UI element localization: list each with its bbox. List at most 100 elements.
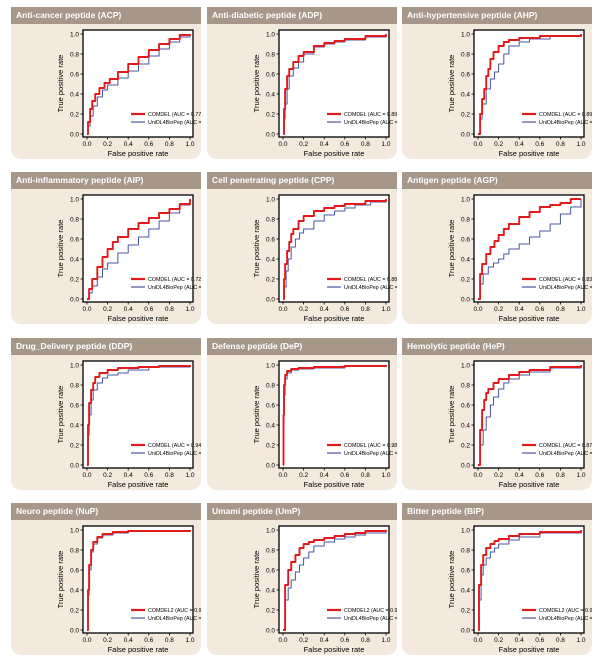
series-line-comdel [478,530,582,631]
plot-area [83,361,193,468]
series-line-unidl4biopep [478,199,582,300]
panel-title: Drug_Delivery peptide (DDP) [11,338,201,355]
legend-label: UniDL4BioPep (AUC = 0.830) [539,451,592,457]
x-tick-label: 0.8 [165,472,174,479]
y-tick-label: 0.2 [461,442,470,449]
legend-label: COMDEL (AUC = 0.774) [148,112,201,118]
x-axis-label: False positive rate [304,645,365,654]
x-tick-label: 0.6 [144,472,153,479]
x-tick-label: 0.4 [515,472,524,479]
y-tick-label: 0.0 [266,296,275,303]
y-tick-label: 0.2 [266,607,275,614]
y-tick-label: 0.6 [461,71,470,78]
plot-frame [82,360,194,469]
y-tick-label: 0.6 [461,402,470,409]
x-tick-label: 0.0 [82,472,91,479]
y-tick-label: 0.2 [266,276,275,283]
y-axis-label: True positive rate [56,386,65,444]
roc-chart: 0.0 0.2 0.4 0.6 0.8 1.0 0.0 0.2 0.4 0.6 0.8 1.0 Fals… [252,194,397,323]
x-tick-label: 0.0 [82,306,91,313]
y-tick-label: 0.4 [266,91,275,98]
x-tick-label: 0.2 [103,141,112,148]
legend-label: UniDL4BioPep (AUC = 0.870) [539,120,592,126]
legend-label: UniDL4BioPep (AUC = 0.965) [148,616,201,622]
x-tick-label: 0.2 [103,637,112,644]
panel-title: Neuro peptide (NuP) [11,503,201,520]
roc-chart: 0.0 0.2 0.4 0.6 0.8 1.0 0.0 0.2 0.4 0.6 0.8 1.0 Fals… [56,194,201,323]
series-line-unidl4biopep [283,530,387,631]
y-tick-label: 0.4 [70,256,79,263]
legend-label: UniDL4BioPep (AUC = 0.908) [539,616,592,622]
x-axis-label: False positive rate [499,480,560,489]
y-axis-label: True positive rate [447,55,456,113]
x-tick-label: 0.6 [340,637,349,644]
legend-label: COMDEL (AUC = 0.899) [539,112,592,118]
plot-frame [278,29,390,138]
y-tick-label: 0.0 [70,462,79,469]
y-tick-label: 1.0 [461,196,470,203]
series-line-comdel [478,365,582,466]
x-tick-label: 0.4 [320,472,329,479]
y-tick-label: 0.8 [461,547,470,554]
roc-panel: Hemolytic peptide (HeP) 0.0 0.2 0.4 0.6 0.8 1.… [402,338,592,490]
y-tick-label: 1.0 [70,31,79,38]
x-tick-label: 0.0 [82,141,91,148]
plot-area [474,361,584,468]
y-tick-label: 0.8 [70,382,79,389]
roc-chart: 0.0 0.2 0.4 0.6 0.8 1.0 0.0 0.2 0.4 0.6 0.8 1.0 Fals… [447,360,592,489]
y-tick-label: 0.8 [70,51,79,58]
y-tick-label: 0.4 [461,256,470,263]
legend-label: COMDEL (AUC = 0.875) [539,443,592,449]
series-line-comdel [478,198,581,300]
y-tick-label: 0.0 [461,296,470,303]
series-line-comdel [283,530,387,631]
y-tick-label: 0.0 [461,131,470,138]
y-tick-label: 1.0 [461,31,470,38]
y-tick-label: 0.8 [461,51,470,58]
panel-title: Umami peptide (UmP) [207,503,397,520]
x-tick-label: 0.4 [124,637,133,644]
x-tick-label: 0.6 [535,141,544,148]
y-tick-label: 0.0 [266,131,275,138]
series-line-comdel [283,199,387,300]
x-tick-label: 1.0 [576,306,585,313]
x-tick-label: 0.4 [515,306,524,313]
y-tick-label: 0.2 [266,111,275,118]
y-tick-label: 0.4 [461,91,470,98]
y-tick-label: 0.8 [70,547,79,554]
x-axis-label: False positive rate [499,645,560,654]
y-tick-label: 0.8 [266,216,275,223]
x-axis-label: False positive rate [108,314,169,323]
x-tick-label: 0.2 [494,637,503,644]
panel-title: Cell penetrating peptide (CPP) [207,172,397,189]
y-tick-label: 0.6 [266,567,275,574]
y-tick-label: 0.0 [461,462,470,469]
legend-label: UniDL4BioPep (AUC = 0.636) [148,285,201,291]
y-tick-label: 0.8 [266,382,275,389]
y-tick-label: 0.8 [266,547,275,554]
series-line-unidl4biopep [283,199,387,300]
panel-body: 0.0 0.2 0.4 0.6 0.8 1.0 0.0 0.2 0.4 0.6 0.8 1.0 Fals… [207,189,397,324]
y-tick-label: 1.0 [266,196,275,203]
y-tick-label: 0.4 [266,422,275,429]
x-tick-label: 1.0 [381,141,390,148]
roc-chart: 0.0 0.2 0.4 0.6 0.8 1.0 0.0 0.2 0.4 0.6 0.8 1.0 Fals… [252,360,397,489]
x-tick-label: 0.8 [556,306,565,313]
plot-area [279,526,389,633]
y-axis-label: True positive rate [252,220,261,278]
x-tick-label: 0.4 [124,141,133,148]
legend-label: UniDL4BioPep (AUC = 0.978) [344,451,397,457]
y-tick-label: 1.0 [70,196,79,203]
y-axis-label: True positive rate [447,551,456,609]
x-axis-label: False positive rate [499,314,560,323]
y-tick-label: 0.0 [70,627,79,634]
plot-frame [278,525,390,634]
plot-area [279,30,389,137]
y-tick-label: 0.4 [266,587,275,594]
panel-body: 0.0 0.2 0.4 0.6 0.8 1.0 0.0 0.2 0.4 0.6 0.8 1.0 Fals… [207,24,397,159]
y-axis-label: True positive rate [56,551,65,609]
y-tick-label: 0.2 [70,276,79,283]
series-line-unidl4biopep [87,199,191,300]
y-tick-label: 0.8 [461,382,470,389]
x-tick-label: 0.8 [165,306,174,313]
